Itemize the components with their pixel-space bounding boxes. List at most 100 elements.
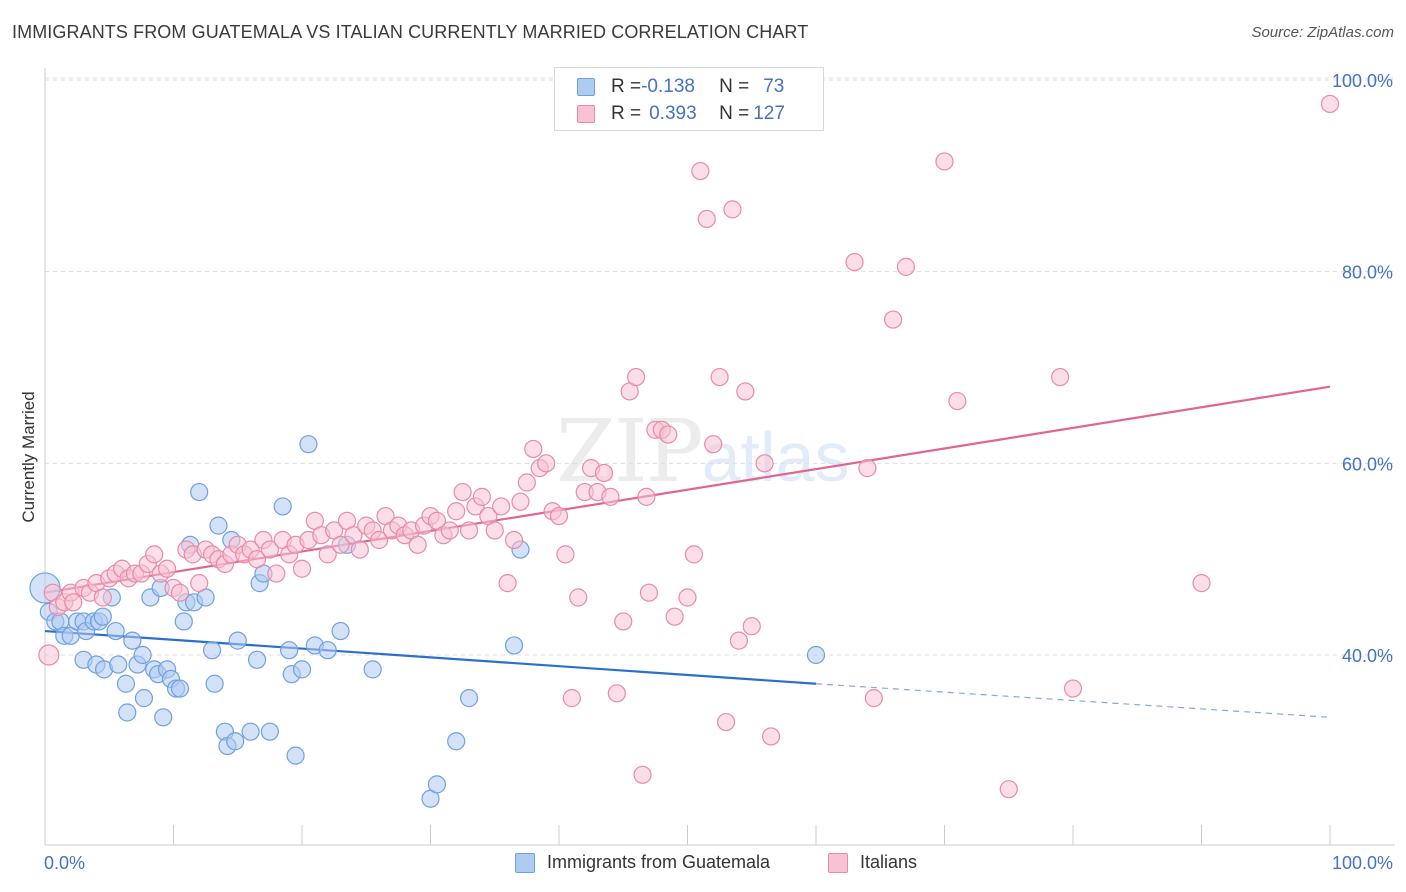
point-guatemala xyxy=(427,775,447,794)
bottom-legend-swatch-guatemala xyxy=(515,852,535,873)
point-guatemala xyxy=(190,482,209,502)
point-italians xyxy=(440,521,459,540)
point-italians xyxy=(948,391,967,411)
point-italians xyxy=(292,559,312,578)
point-italians xyxy=(761,727,781,746)
legend-n-label: N = xyxy=(719,76,750,97)
series-0 xyxy=(29,435,826,808)
legend-row-guatemala: R = -0.138 N = 73 xyxy=(577,74,784,100)
point-italians xyxy=(350,540,369,559)
point-guatemala xyxy=(202,641,222,660)
x-tick-label-max: 100.0% xyxy=(1332,853,1393,873)
point-italians xyxy=(1051,367,1070,387)
correlation-legend: R = -0.138 N = 73 R = 0.393 N = 127 xyxy=(554,67,824,131)
point-guatemala xyxy=(123,631,142,650)
point-italians xyxy=(637,487,656,506)
legend-n-value: 127 xyxy=(753,103,785,124)
point-guatemala xyxy=(174,612,193,631)
point-italians xyxy=(935,152,954,171)
point-italians xyxy=(614,612,633,631)
point-italians xyxy=(736,382,755,401)
point-italians xyxy=(569,588,588,607)
legend-n-value: 73 xyxy=(763,76,785,97)
point-italians xyxy=(524,439,543,459)
point-italians xyxy=(678,588,697,607)
point-guatemala xyxy=(226,732,245,751)
point-italians xyxy=(1320,94,1340,114)
trendline-1 xyxy=(44,385,1331,594)
point-italians xyxy=(742,617,761,636)
point-italians xyxy=(498,574,517,593)
bottom-legend-label-italians: Italians xyxy=(860,852,918,872)
trendline-extension-0 xyxy=(815,683,1331,718)
point-italians xyxy=(93,588,112,607)
point-italians xyxy=(472,487,491,506)
point-italians xyxy=(64,593,83,612)
point-italians xyxy=(710,367,729,387)
point-guatemala xyxy=(504,636,524,655)
point-guatemala xyxy=(318,641,337,660)
point-italians xyxy=(549,506,569,526)
point-italians xyxy=(594,463,614,483)
point-italians xyxy=(170,583,190,602)
point-italians xyxy=(556,545,575,564)
series-1 xyxy=(38,94,1340,799)
point-italians xyxy=(157,559,177,578)
point-guatemala xyxy=(280,641,299,660)
point-italians xyxy=(607,684,626,703)
legend-r-label: R = xyxy=(611,76,642,97)
point-guatemala xyxy=(228,631,247,650)
point-italians xyxy=(858,459,877,478)
point-guatemala xyxy=(133,645,152,665)
point-guatemala xyxy=(806,645,826,665)
chart-title: IMMIGRANTS FROM GUATEMALA VS ITALIAN CUR… xyxy=(12,22,809,42)
point-guatemala xyxy=(260,722,279,741)
point-guatemala xyxy=(247,650,267,669)
bottom-legend-label-guatemala: Immigrants from Guatemala xyxy=(547,852,771,872)
legend-swatch-guatemala xyxy=(577,78,595,96)
point-guatemala xyxy=(134,689,154,708)
point-guatemala xyxy=(363,660,382,679)
point-italians xyxy=(370,530,389,550)
point-guatemala xyxy=(170,679,190,698)
legend-r-label: R = xyxy=(611,103,642,124)
point-italians xyxy=(659,425,678,444)
point-italians xyxy=(633,765,652,784)
point-italians xyxy=(408,535,427,554)
point-italians xyxy=(864,689,883,708)
point-italians xyxy=(247,550,267,569)
point-italians xyxy=(504,530,524,550)
point-italians xyxy=(492,497,511,516)
point-italians xyxy=(723,200,742,219)
point-guatemala xyxy=(118,703,137,722)
point-guatemala xyxy=(241,722,260,741)
x-tick-label-min: 0.0% xyxy=(44,853,85,873)
point-italians xyxy=(999,780,1018,799)
legend-swatch-italians xyxy=(577,105,595,123)
point-italians xyxy=(601,487,620,506)
point-italians xyxy=(845,252,864,272)
point-italians xyxy=(485,521,504,540)
point-guatemala xyxy=(106,621,125,641)
point-guatemala xyxy=(154,708,173,727)
data-points xyxy=(29,94,1340,808)
point-italians xyxy=(729,631,749,650)
y-tick-label: 100.0% xyxy=(1332,71,1393,91)
legend-n-label: N = xyxy=(719,103,750,124)
point-italians xyxy=(453,482,472,502)
y-tick-label: 40.0% xyxy=(1342,646,1393,666)
point-guatemala xyxy=(93,607,112,626)
point-italians xyxy=(639,583,659,602)
point-italians xyxy=(318,545,337,564)
point-italians xyxy=(537,454,556,473)
y-axis-label: Currently Married xyxy=(19,391,38,522)
trendline-0 xyxy=(44,629,817,685)
point-italians xyxy=(190,574,209,593)
source-label: Source: ZipAtlas.com xyxy=(1251,24,1394,41)
point-italians xyxy=(331,535,350,554)
bottom-legend-italians: Italians xyxy=(828,852,917,873)
point-italians xyxy=(626,367,646,387)
point-italians xyxy=(665,607,684,626)
bottom-legend-guatemala: Immigrants from Guatemala xyxy=(515,852,770,873)
point-italians xyxy=(1063,679,1083,698)
